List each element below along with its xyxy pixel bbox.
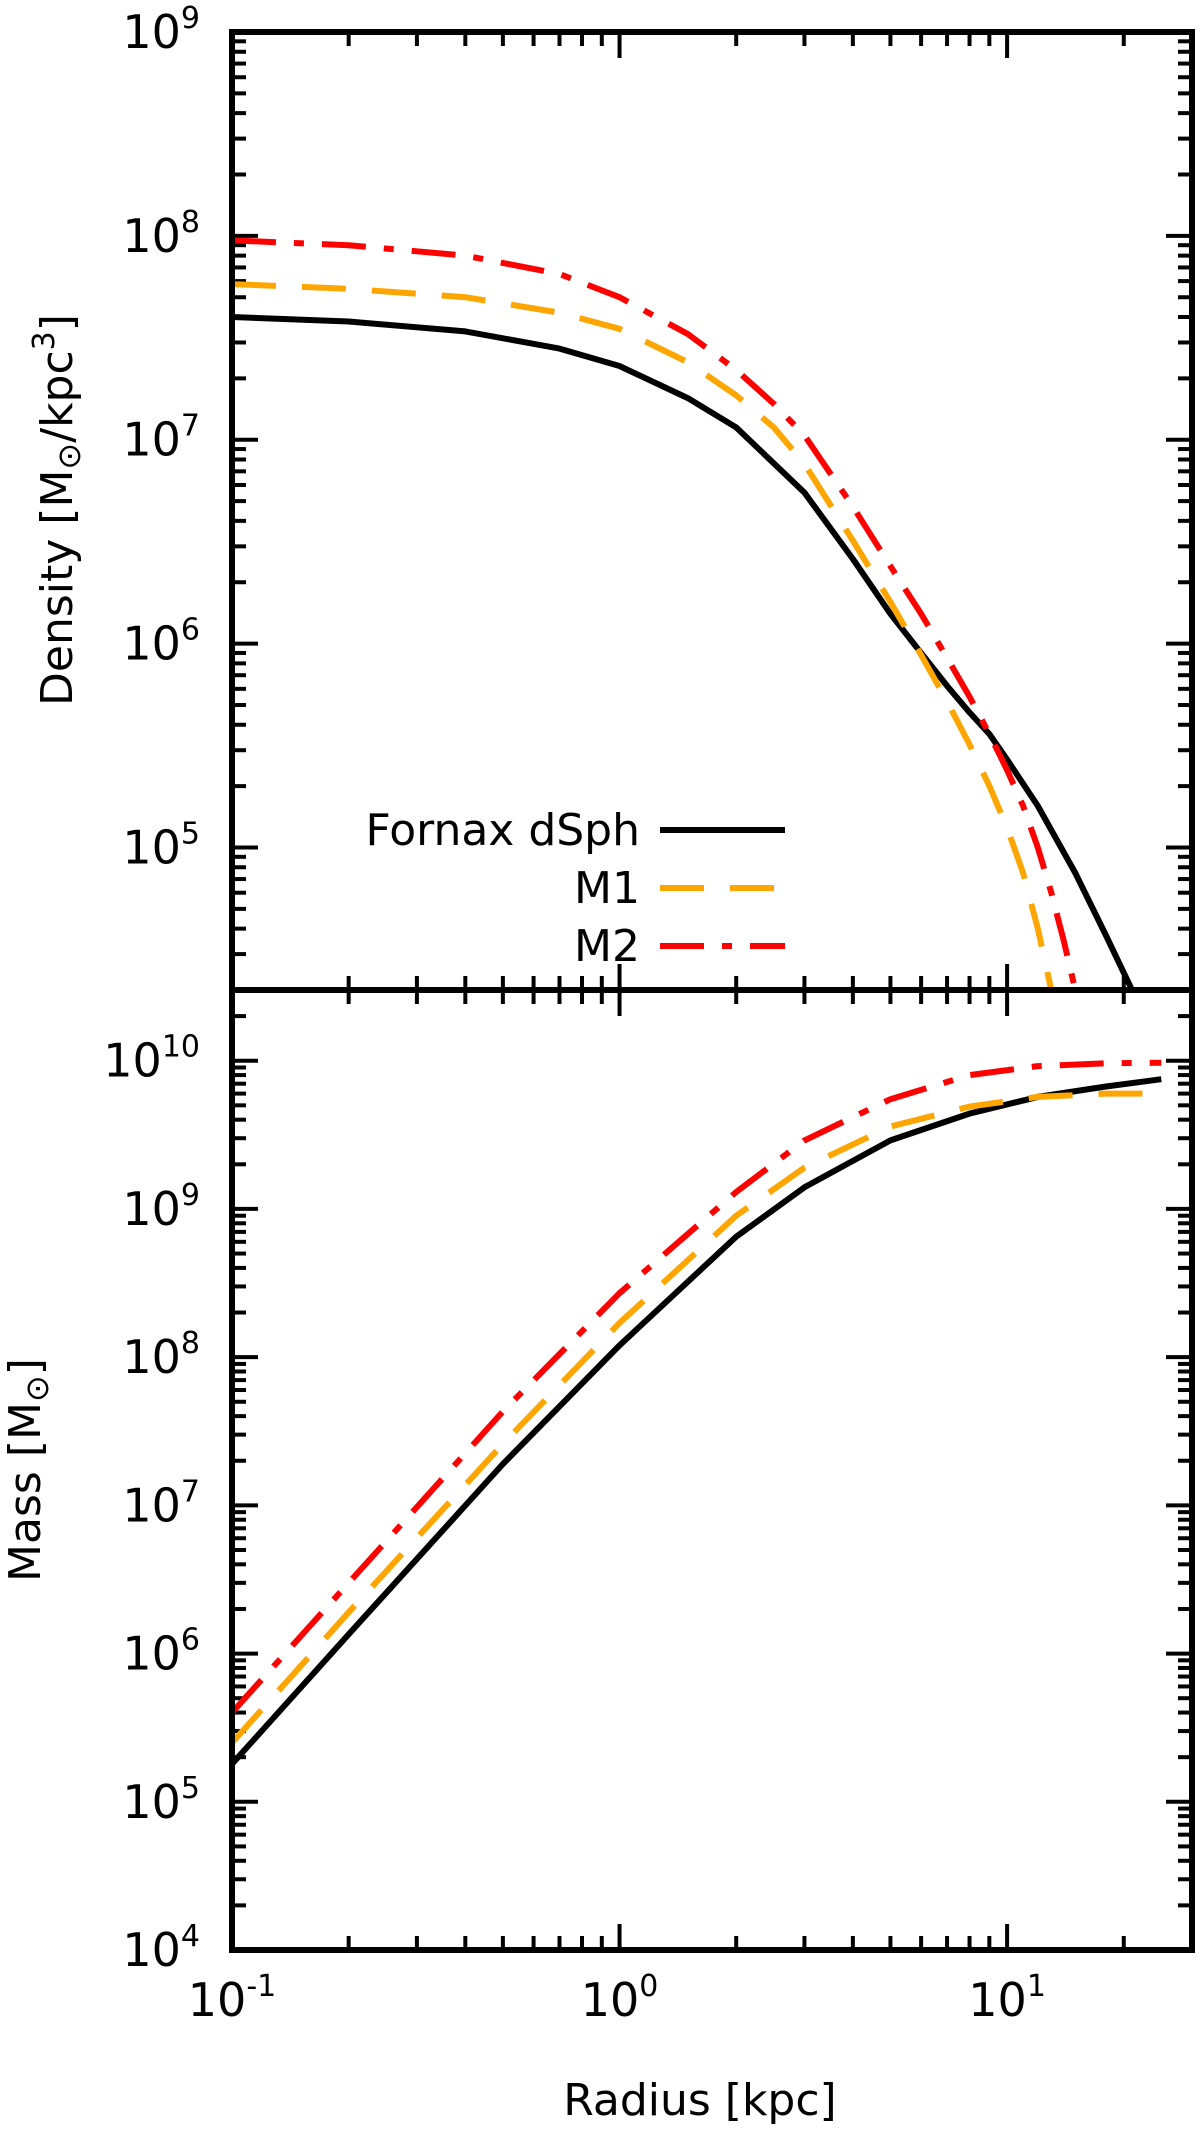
y-tick-base: 10 xyxy=(103,1034,162,1088)
y-tick-base: 10 xyxy=(122,1182,181,1236)
mass-y-axis-label: Mass [M⊙] xyxy=(0,1358,56,1582)
x-tick-exp: -1 xyxy=(246,1969,276,2004)
series-line-m1 xyxy=(232,1090,1162,1745)
y-tick-label: 108 xyxy=(122,1326,200,1384)
y-tick-base: 10 xyxy=(122,5,181,59)
mass-ylabel-part-0: Mass [M xyxy=(0,1402,51,1582)
x-tick-label: 101 xyxy=(968,1969,1046,2027)
density-ylabel-part-3: 3 xyxy=(27,331,62,350)
y-tick-label: 105 xyxy=(122,1771,200,1829)
y-tick-exp: 5 xyxy=(181,1771,200,1806)
y-tick-base: 10 xyxy=(122,820,181,874)
y-tick-label: 109 xyxy=(122,1,200,59)
series-line-fornax-dsph xyxy=(232,1076,1162,1767)
y-tick-exp: 8 xyxy=(181,205,200,240)
y-tick-base: 10 xyxy=(122,1627,181,1681)
y-tick-exp: 6 xyxy=(181,613,200,648)
x-tick-base: 10 xyxy=(188,1973,247,2027)
series-line-fornax-dsph xyxy=(232,314,1135,990)
mass-series xyxy=(232,1059,1162,1767)
y-tick-label: 106 xyxy=(122,613,200,671)
y-tick-base: 10 xyxy=(122,209,181,263)
y-tick-exp: 7 xyxy=(181,409,200,444)
x-tick-label: 10-1 xyxy=(188,1969,276,2027)
y-tick-label: 106 xyxy=(122,1623,200,1681)
y-tick-label: 107 xyxy=(122,1474,200,1532)
legend-label: M2 xyxy=(574,921,640,972)
x-tick-labels: 10-1 100 101 xyxy=(188,1969,1046,2027)
y-tick-base: 10 xyxy=(122,413,181,467)
y-tick-label: 108 xyxy=(122,205,200,263)
x-tick-label: 100 xyxy=(581,1969,659,2027)
density-series xyxy=(232,237,1135,990)
legend-label: M1 xyxy=(574,863,640,914)
density-ylabel-part-2: /kpc xyxy=(32,350,83,442)
y-tick-label: 107 xyxy=(122,409,200,467)
mass-ticks xyxy=(230,988,1194,1952)
y-tick-exp: 6 xyxy=(181,1623,200,1658)
y-tick-base: 10 xyxy=(122,617,181,671)
y-tick-exp: 10 xyxy=(162,1030,200,1065)
y-tick-label: 1010 xyxy=(103,1030,200,1088)
y-tick-label: 104 xyxy=(122,1919,200,1977)
y-tick-exp: 4 xyxy=(181,1919,200,1954)
x-tick-base: 10 xyxy=(968,1973,1027,2027)
y-tick-exp: 9 xyxy=(181,1,200,36)
series-line-m2 xyxy=(232,1059,1162,1715)
density-ylabel-part-0: Density [M xyxy=(32,470,83,706)
density-ylabel-part-4: ] xyxy=(32,314,83,331)
y-tick-base: 10 xyxy=(122,1775,181,1829)
mass-ylabel-part-1: ⊙ xyxy=(18,1375,56,1402)
density-ylabel-part-1: ⊙ xyxy=(50,443,88,470)
y-tick-base: 10 xyxy=(122,1478,181,1532)
series-line-m2 xyxy=(232,237,1079,990)
series-line-m1 xyxy=(232,281,1055,990)
x-tick-base: 10 xyxy=(581,1973,640,2027)
y-tick-exp: 8 xyxy=(181,1326,200,1361)
x-axis-label: Radius [kpc] xyxy=(563,2075,836,2126)
mass-ylabel-part-2: ] xyxy=(0,1358,51,1375)
y-tick-base: 10 xyxy=(122,1330,181,1384)
y-tick-exp: 5 xyxy=(181,816,200,851)
density-y-axis-label: Density [M⊙/kpc3] xyxy=(27,314,88,706)
y-tick-label: 109 xyxy=(122,1178,200,1236)
y-tick-label: 105 xyxy=(122,816,200,874)
mass-axes-frame xyxy=(229,987,1195,1953)
legend-label: Fornax dSph xyxy=(365,805,640,856)
axes-frames xyxy=(229,29,1195,1953)
y-tick-base: 10 xyxy=(122,1923,181,1977)
y-tick-exp: 7 xyxy=(181,1474,200,1509)
y-tick-exp: 9 xyxy=(181,1178,200,1213)
legend: Fornax dSph M1 M2 xyxy=(365,805,785,972)
x-tick-exp: 0 xyxy=(639,1969,658,2004)
x-tick-exp: 1 xyxy=(1027,1969,1046,2004)
